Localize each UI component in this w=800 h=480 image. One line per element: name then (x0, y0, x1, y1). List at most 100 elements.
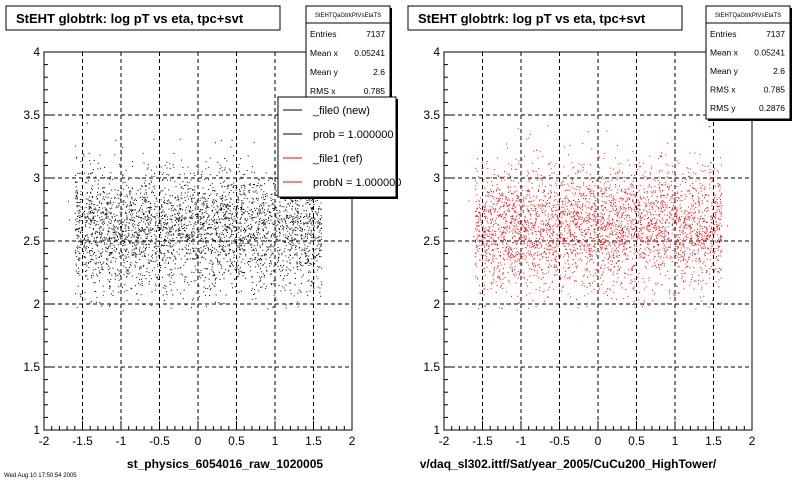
data-point (266, 269, 268, 271)
data-point (604, 152, 606, 154)
data-point (163, 222, 165, 224)
data-point (101, 233, 103, 235)
data-point (177, 195, 179, 197)
data-point (255, 237, 257, 239)
data-point (630, 274, 632, 276)
data-point (696, 231, 697, 233)
data-point (157, 255, 159, 257)
data-point (230, 249, 232, 250)
data-point (290, 214, 292, 216)
data-point (270, 284, 272, 285)
data-point (201, 256, 203, 258)
data-point (199, 251, 201, 253)
data-point (556, 215, 558, 216)
data-point (192, 243, 194, 245)
data-point (187, 205, 189, 207)
data-point (170, 231, 172, 233)
data-point (480, 214, 482, 216)
data-point (597, 221, 599, 223)
data-point (308, 279, 310, 281)
data-point (582, 195, 584, 197)
data-point (311, 218, 313, 219)
data-point (109, 304, 111, 306)
data-point (85, 225, 87, 227)
data-point (136, 262, 138, 264)
data-point (221, 232, 223, 234)
stats-value: 0.785 (364, 86, 386, 96)
data-point (534, 246, 536, 248)
data-point (95, 268, 97, 270)
data-point (312, 253, 313, 255)
data-point (160, 199, 162, 201)
data-point (155, 220, 157, 222)
data-point (131, 234, 133, 235)
data-point (178, 248, 180, 250)
data-point (711, 231, 713, 233)
data-point (224, 218, 226, 220)
data-point (301, 235, 303, 237)
data-point (212, 263, 214, 265)
data-point (132, 202, 134, 204)
data-point (198, 296, 200, 298)
data-point (250, 235, 251, 237)
data-point (90, 233, 92, 235)
data-point (232, 250, 234, 252)
data-point (124, 241, 126, 243)
data-point (189, 217, 191, 219)
data-point (561, 234, 563, 236)
data-point (126, 261, 128, 262)
data-point (109, 236, 110, 238)
data-point (154, 246, 156, 248)
data-point (630, 283, 632, 284)
data-point (263, 224, 265, 226)
data-point (601, 223, 603, 225)
data-point (111, 217, 113, 219)
data-point (167, 223, 169, 225)
data-point (102, 219, 103, 221)
data-point (77, 210, 79, 212)
data-point (302, 248, 304, 250)
data-point (139, 230, 141, 232)
data-point (192, 238, 194, 240)
data-point (542, 212, 543, 213)
data-point (641, 177, 643, 179)
data-point (219, 251, 221, 253)
data-point (122, 147, 124, 149)
data-point (170, 246, 172, 248)
data-point (133, 203, 135, 205)
data-point (195, 252, 197, 254)
data-point (271, 246, 273, 248)
data-point (129, 263, 131, 265)
data-point (252, 259, 253, 261)
data-point (588, 215, 590, 217)
data-point (498, 227, 500, 229)
data-point (700, 190, 702, 192)
data-point (291, 216, 293, 218)
data-point (658, 230, 660, 232)
data-point (625, 242, 626, 244)
data-point (227, 244, 229, 246)
data-point (534, 225, 536, 227)
data-point (251, 249, 253, 251)
data-point (309, 213, 311, 215)
data-point (508, 251, 510, 253)
data-point (270, 236, 272, 238)
data-point (153, 175, 155, 177)
data-point (94, 252, 96, 254)
data-point (128, 235, 130, 237)
data-point (610, 233, 612, 235)
data-point (212, 200, 214, 202)
data-point (167, 263, 169, 265)
data-point (123, 231, 124, 232)
data-point (270, 219, 272, 221)
data-point (138, 249, 140, 251)
data-point (76, 256, 77, 258)
data-point (271, 177, 273, 179)
data-point (200, 272, 202, 274)
data-point (588, 202, 590, 204)
data-point (251, 287, 253, 289)
data-point (253, 258, 255, 260)
data-point (166, 228, 168, 230)
data-point (297, 234, 298, 236)
data-point (576, 186, 578, 188)
